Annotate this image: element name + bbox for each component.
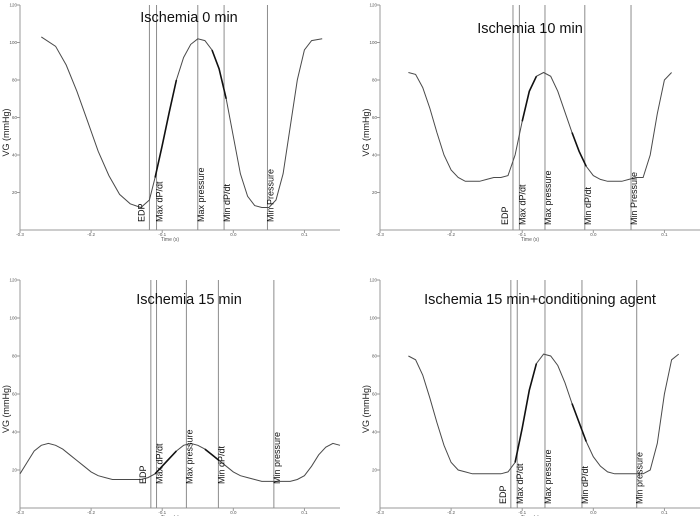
- max-dpdt-segment: [154, 79, 178, 178]
- x-tick-label: 0.1: [661, 510, 668, 515]
- x-axis-title: Time (s): [161, 237, 179, 243]
- pressure-waveform: [19, 442, 341, 482]
- x-tick-label: 0.0: [230, 510, 237, 515]
- x-axis-title: Time (s): [521, 237, 539, 243]
- y-tick-label: 40: [12, 430, 18, 435]
- y-tick-label: 120: [369, 278, 377, 283]
- min-dpdt-segment: [571, 132, 587, 167]
- y-axis-title: VG (mmHg): [361, 109, 371, 157]
- y-tick-label: 80: [372, 78, 378, 83]
- marker-label-min-dp-dt: Min dP/dt: [222, 183, 232, 222]
- y-tick-label: 80: [372, 354, 378, 359]
- y-tick-label: 40: [372, 153, 378, 158]
- y-tick-label: 120: [9, 278, 17, 283]
- x-tick-label: -0.3: [376, 510, 384, 515]
- marker-label-min-pressure: Min pressure: [272, 432, 282, 484]
- y-tick-label: 20: [12, 190, 18, 195]
- chart-panel-2: 20 40 60 80 100 120 -0.3 -0.2 -0.1 0.0 0.1 Time (s)…: [361, 3, 700, 243]
- marker-label-max-pressure: Max pressure: [543, 170, 553, 225]
- y-tick-label: 20: [12, 468, 18, 473]
- y-tick-label: 60: [372, 115, 378, 120]
- x-tick-label: -0.1: [518, 510, 526, 515]
- marker-label-min-dp-dt: Min dP/dt: [216, 445, 226, 484]
- x-tick-label: -0.2: [447, 232, 455, 237]
- pressure-waveform: [41, 36, 323, 209]
- x-tick-label: -0.2: [447, 510, 455, 515]
- x-tick-label: -0.2: [87, 510, 95, 515]
- x-tick-label: 0.0: [590, 232, 597, 237]
- marker-label-max-pressure: Max pressure: [184, 429, 194, 484]
- y-tick-label: 40: [12, 153, 18, 158]
- y-tick-label: 80: [12, 78, 18, 83]
- y-tick-label: 120: [9, 3, 17, 8]
- max-dpdt-segment: [514, 363, 538, 463]
- y-tick-label: 80: [12, 354, 18, 359]
- marker-label-edp: EDP: [500, 207, 510, 226]
- x-tick-label: 0.1: [301, 232, 308, 237]
- x-tick-label: -0.2: [87, 232, 95, 237]
- x-tick-label: -0.1: [158, 510, 166, 515]
- pressure-waveform: [408, 353, 680, 475]
- max-dpdt-segment: [521, 75, 538, 122]
- min-dpdt-segment: [211, 49, 227, 99]
- chart-panel-1: 20 40 60 80 100 120 -0.3 -0.2 -0.1 0.0 0.1 Time (s)…: [1, 3, 340, 243]
- y-tick-label: 20: [372, 468, 378, 473]
- marker-label-max-pressure: Max pressure: [543, 449, 553, 504]
- marker-label-max-dp-dt: Max dP/dt: [517, 184, 527, 225]
- y-tick-label: 40: [372, 430, 378, 435]
- y-axis-title: VG (mmHg): [361, 385, 371, 433]
- y-tick-label: 60: [372, 392, 378, 397]
- x-tick-label: 0.0: [590, 510, 597, 515]
- marker-label-min-pressure: Min Pressure: [629, 172, 639, 225]
- x-tick-label: -0.3: [16, 232, 24, 237]
- max-dpdt-segment: [154, 450, 177, 475]
- y-tick-label: 100: [369, 40, 377, 45]
- y-tick-label: 60: [12, 392, 18, 397]
- x-tick-label: -0.3: [16, 510, 24, 515]
- panel-title: Ischemia 15 min+conditioning agent: [424, 292, 656, 308]
- x-tick-label: 0.0: [230, 232, 237, 237]
- y-tick-label: 100: [9, 40, 17, 45]
- panel-title: Ischemia 15 min: [136, 292, 242, 308]
- y-tick-label: 60: [12, 115, 18, 120]
- marker-label-edp: EDP: [498, 485, 508, 504]
- panel-title: Ischemia 0 min: [140, 10, 238, 26]
- y-axis-title: VG (mmHg): [1, 385, 11, 433]
- marker-label-max-dp-dt: Max dP/dt: [515, 463, 525, 504]
- x-tick-label: 0.1: [301, 510, 308, 515]
- x-tick-label: -0.1: [158, 232, 166, 237]
- y-tick-label: 120: [369, 3, 377, 8]
- panel-title: Ischemia 10 min: [477, 21, 583, 37]
- min-dpdt-segment: [571, 403, 587, 442]
- pressure-waveform: [408, 71, 672, 182]
- marker-label-min-dp-dt: Min dP/dt: [583, 186, 593, 225]
- marker-label-min-pressure: Min pressure: [635, 452, 645, 504]
- marker-label-edp: EDP: [138, 465, 148, 484]
- y-axis-title: VG (mmHg): [1, 109, 11, 157]
- y-tick-label: 20: [372, 190, 378, 195]
- y-tick-label: 100: [369, 316, 377, 321]
- marker-label-max-pressure: Max pressure: [196, 167, 206, 222]
- x-tick-label: -0.1: [518, 232, 526, 237]
- x-tick-label: 0.1: [661, 232, 668, 237]
- marker-label-edp: EDP: [136, 203, 146, 222]
- marker-label-max-dp-dt: Max dP/dt: [155, 443, 165, 484]
- marker-label-min-dp-dt: Min dP/dt: [580, 466, 590, 505]
- marker-label-max-dp-dt: Max dP/dt: [155, 181, 165, 222]
- marker-label-min-pressure: Min Pressure: [266, 169, 276, 222]
- min-dpdt-segment: [204, 448, 220, 462]
- x-tick-label: -0.3: [376, 232, 384, 237]
- y-tick-label: 100: [9, 316, 17, 321]
